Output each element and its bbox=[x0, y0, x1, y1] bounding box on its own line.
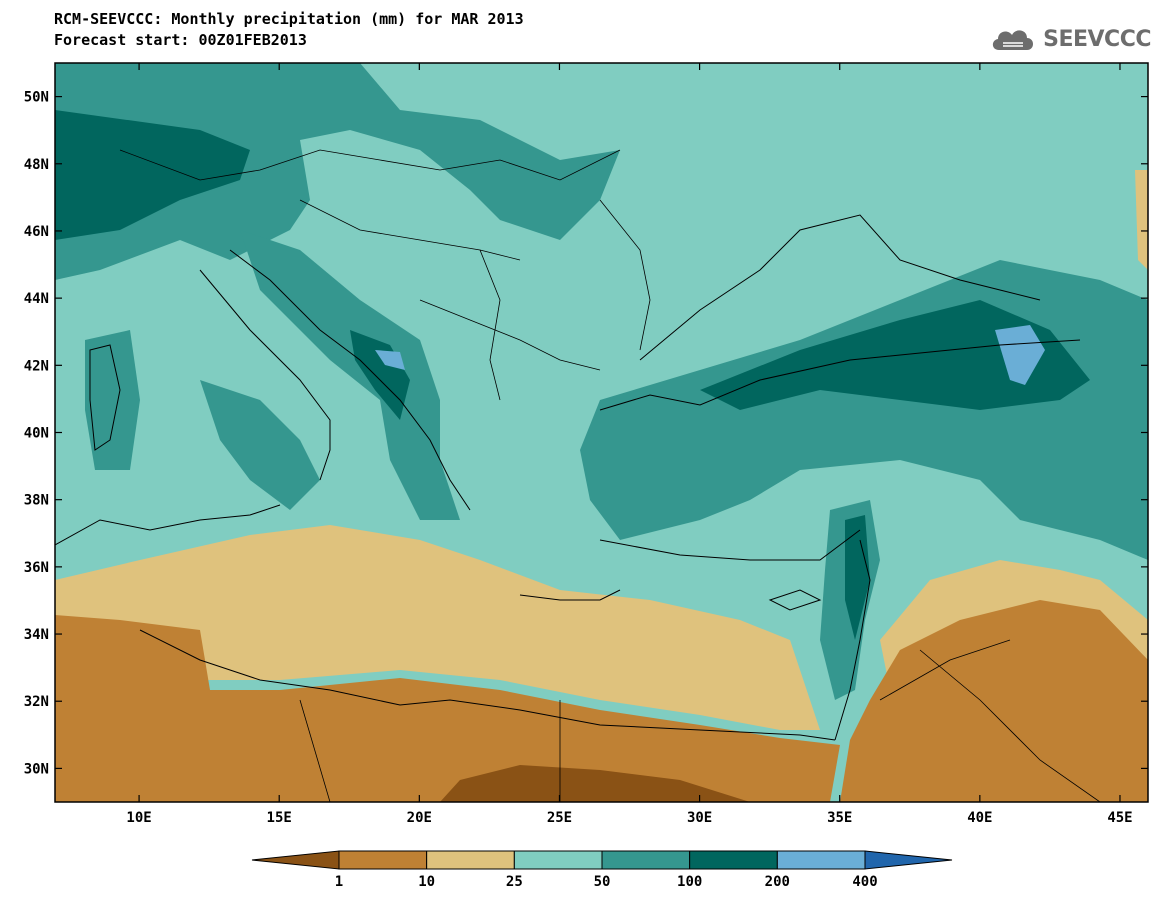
field-zone bbox=[1135, 170, 1148, 270]
lat-tick-label: 40N bbox=[24, 426, 49, 442]
coastlines bbox=[55, 214, 1081, 741]
field-zone bbox=[240, 230, 460, 520]
axis-ticks: 10E 15E 20E 25E 30E 35E 40E 45E 50N 48N 46N 44N 42N 4… bbox=[24, 63, 1148, 826]
field-zone bbox=[350, 330, 410, 420]
lat-tick-label: 44N bbox=[24, 291, 49, 307]
field-zone bbox=[840, 600, 1148, 802]
borders bbox=[119, 149, 1101, 802]
map-title: RCM-SEEVCCC: Monthly precipitation (mm) … bbox=[54, 10, 524, 28]
colorbar-box bbox=[338, 850, 428, 870]
colorbar-label: 400 bbox=[852, 874, 877, 890]
lat-tick-label: 48N bbox=[24, 157, 49, 173]
lat-tick-label: 50N bbox=[24, 90, 49, 106]
lat-tick-label: 38N bbox=[24, 493, 49, 509]
colorbar-low-extend bbox=[251, 850, 340, 870]
seevccc-logo: SEEVCCC bbox=[989, 24, 1151, 54]
lon-tick-label: 40E bbox=[967, 810, 992, 826]
lat-tick-label: 46N bbox=[24, 224, 49, 240]
field-zone bbox=[85, 330, 140, 470]
lon-tick-label: 35E bbox=[827, 810, 852, 826]
lat-tick-label: 42N bbox=[24, 358, 49, 374]
cloud-icon bbox=[992, 30, 1034, 50]
lat-tick-label: 30N bbox=[24, 761, 49, 777]
colorbar-label: 1 bbox=[335, 874, 343, 890]
field-zone bbox=[845, 515, 870, 640]
field-zone bbox=[55, 63, 620, 280]
field-zone bbox=[55, 110, 250, 240]
lat-tick-label: 34N bbox=[24, 627, 49, 643]
lat-tick-label: 36N bbox=[24, 560, 49, 576]
field-zone bbox=[995, 325, 1045, 385]
colorbar-label: 200 bbox=[765, 874, 790, 890]
colorbar-label: 10 bbox=[418, 874, 435, 890]
lon-tick-label: 30E bbox=[687, 810, 712, 826]
colorbar: 1 10 25 50 100 200 400 bbox=[251, 850, 953, 890]
colorbar-label: 50 bbox=[594, 874, 611, 890]
lat-tick-label: 32N bbox=[24, 694, 49, 710]
colorbar-high-extend bbox=[864, 850, 953, 870]
field-zone bbox=[375, 350, 405, 370]
colorbar-box bbox=[513, 850, 603, 870]
colorbar-box bbox=[426, 850, 515, 870]
lon-tick-label: 10E bbox=[126, 810, 151, 826]
lon-tick-label: 45E bbox=[1107, 810, 1132, 826]
field-zone bbox=[55, 525, 820, 730]
field-zone bbox=[55, 615, 840, 802]
field-zone bbox=[200, 380, 320, 510]
colorbar-box bbox=[601, 850, 691, 870]
lon-tick-label: 15E bbox=[267, 810, 292, 826]
lon-tick-label: 25E bbox=[547, 810, 572, 826]
colorbar-box bbox=[776, 850, 866, 870]
field-zone bbox=[440, 765, 750, 802]
forecast-start: Forecast start: 00Z01FEB2013 bbox=[54, 31, 307, 49]
colorbar-label: 100 bbox=[677, 874, 702, 890]
lon-tick-label: 20E bbox=[407, 810, 432, 826]
map-field bbox=[55, 63, 1148, 802]
colorbar-label: 25 bbox=[506, 874, 523, 890]
colorbar-box bbox=[689, 850, 778, 870]
logo-text: SEEVCCC bbox=[1043, 26, 1151, 52]
